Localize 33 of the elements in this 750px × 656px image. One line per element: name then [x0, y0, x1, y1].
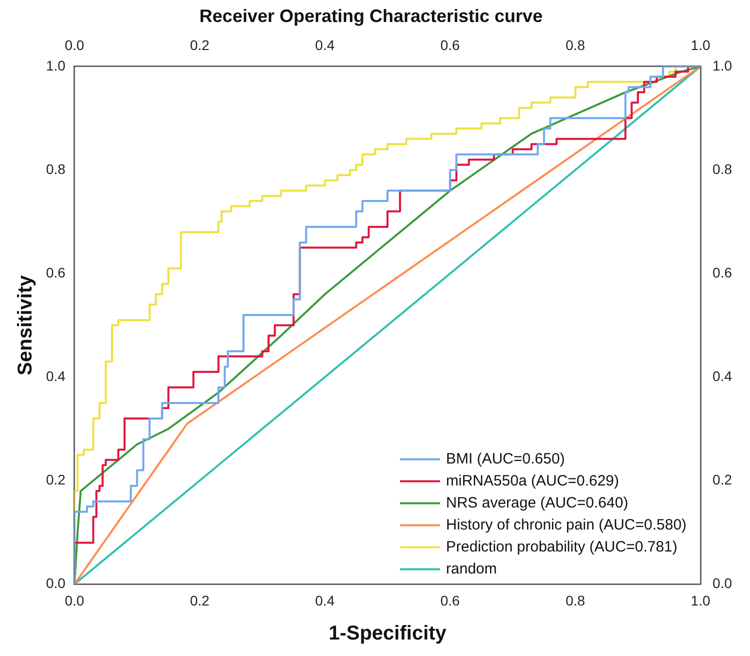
x-tick-label: 0.0 — [64, 592, 84, 608]
legend-label: Prediction probability (AUC=0.781) — [446, 538, 678, 556]
x-tick-label: 0.6 — [440, 592, 460, 608]
x-tick-label: 0.8 — [566, 592, 586, 608]
x2-tick-label: 1.0 — [690, 36, 710, 53]
y2-tick-label: 0.2 — [712, 472, 732, 488]
chart-title: Receiver Operating Characteristic curve — [199, 6, 543, 26]
legend-label: BMI (AUC=0.650) — [446, 450, 565, 468]
x-tick-label: 1.0 — [690, 592, 710, 608]
x2-tick-label: 0.0 — [64, 36, 84, 53]
x-tick-label: 0.4 — [315, 592, 335, 608]
y2-tick-label: 0.8 — [712, 160, 732, 177]
y-tick-label: 0.8 — [46, 160, 66, 177]
x2-tick-label: 0.8 — [566, 36, 586, 53]
x-axis-title: 1-Specificity — [328, 622, 448, 645]
y-axis-title: Sensitivity — [14, 274, 37, 376]
legend-label: NRS average (AUC=0.640) — [446, 494, 628, 512]
x2-tick-label: 0.4 — [315, 36, 335, 53]
y-tick-label: 0.4 — [46, 368, 66, 384]
y2-tick-label: 1.0 — [712, 57, 732, 74]
x2-tick-label: 0.6 — [440, 36, 460, 53]
x-tick-label: 0.2 — [190, 592, 210, 608]
y2-tick-label: 0.4 — [712, 368, 732, 384]
y2-tick-label: 0.0 — [712, 575, 732, 592]
x2-tick-label: 0.2 — [190, 36, 210, 53]
y-tick-label: 0.6 — [46, 264, 66, 280]
legend-label: miRNA550a (AUC=0.629) — [446, 472, 620, 490]
y-tick-label: 1.0 — [46, 57, 66, 74]
y2-tick-label: 0.6 — [712, 264, 732, 280]
legend-label: random — [446, 560, 497, 578]
legend-label: History of chronic pain (AUC=0.580) — [446, 516, 687, 534]
y-tick-label: 0.2 — [46, 472, 66, 488]
y-tick-label: 0.0 — [46, 575, 66, 592]
